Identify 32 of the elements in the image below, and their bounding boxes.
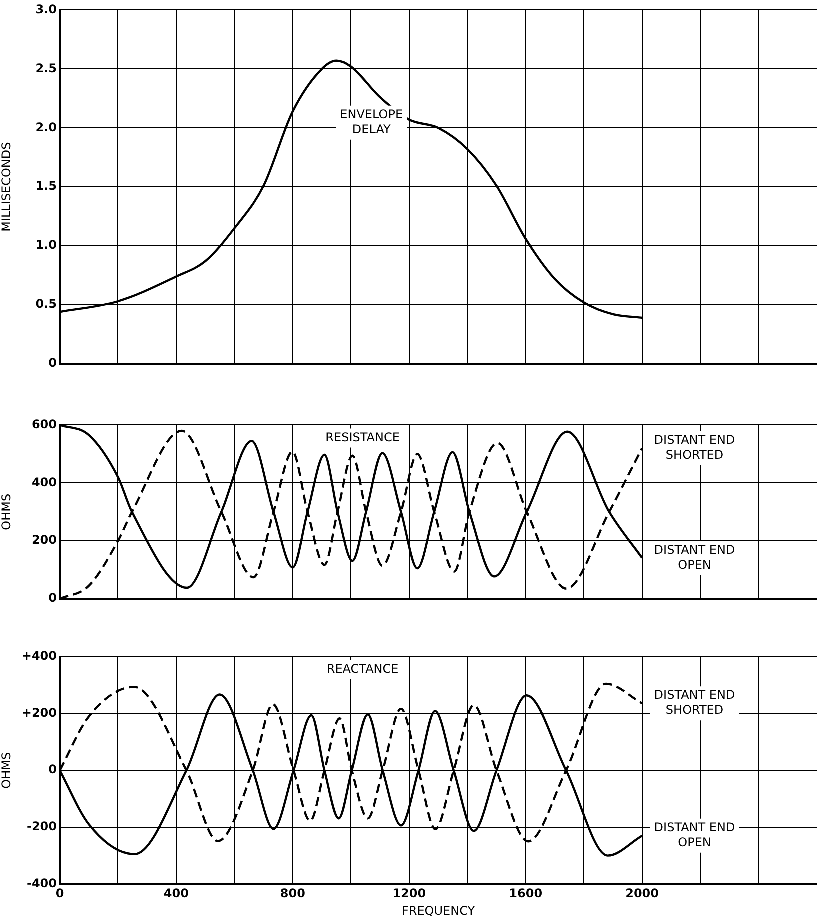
x-tick-label: 1600 xyxy=(509,886,543,901)
y-tick-label: 0 xyxy=(48,356,57,370)
x-tick-label: 800 xyxy=(280,886,306,901)
y-tick-label: +400 xyxy=(22,649,57,664)
x-tick-label: 400 xyxy=(164,886,189,901)
series-label: DISTANT END OPEN xyxy=(654,542,736,572)
series-label: DISTANT END OPEN xyxy=(654,820,736,850)
text: REACTANCE xyxy=(326,662,399,676)
y-axis-title: OHMS xyxy=(0,752,14,789)
x-tick-label: 1200 xyxy=(392,886,426,901)
y-tick-label: 0.5 xyxy=(36,297,57,312)
y-tick-label: 2.0 xyxy=(36,120,57,134)
y-tick-label: 3.0 xyxy=(36,2,57,16)
x-tick-label: 2000 xyxy=(626,886,660,901)
y-tick-label: +200 xyxy=(22,706,57,720)
text: RESISTANCE xyxy=(326,430,400,444)
y-tick-label: 1.5 xyxy=(36,179,57,194)
series-label: ENVELOPE DELAY xyxy=(340,108,404,137)
series-label: DISTANT END SHORTED xyxy=(654,688,736,718)
y-tick-label: 400 xyxy=(32,475,57,490)
x-axis-title: FREQUENCY xyxy=(402,904,476,918)
y-axis-title: MILLISECONDS xyxy=(0,142,14,232)
y-tick-label: 0 xyxy=(48,762,57,777)
y-tick-label: -200 xyxy=(26,820,57,834)
series-label: DISTANT END SHORTED xyxy=(654,433,736,462)
y-tick-label: 2.5 xyxy=(36,61,57,76)
y-tick-label: 0 xyxy=(48,591,57,606)
y-tick-label: 200 xyxy=(32,533,57,548)
y-tick-label: 1.0 xyxy=(36,238,57,252)
y-tick-label: 600 xyxy=(32,417,57,432)
y-axis-title: OHMS xyxy=(0,494,14,530)
y-tick-label: -400 xyxy=(26,876,57,890)
